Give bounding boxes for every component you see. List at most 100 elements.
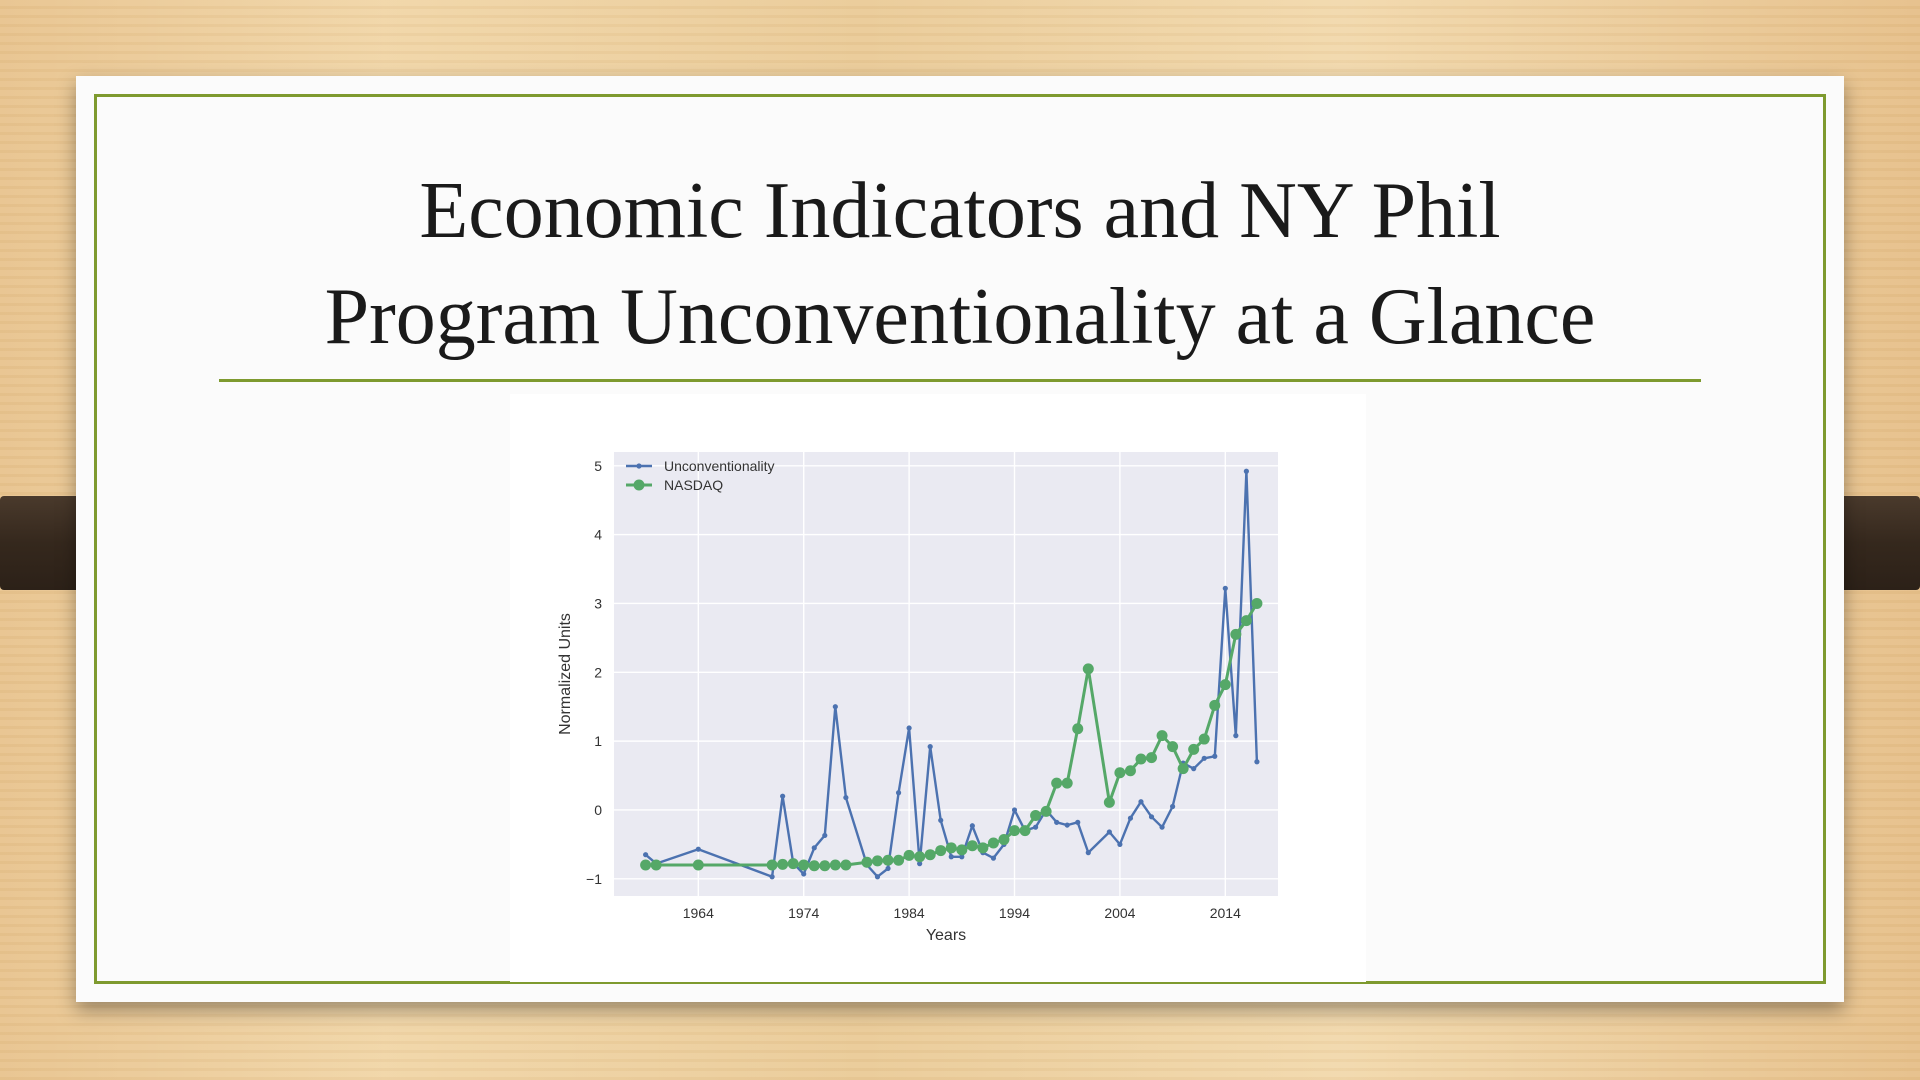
data-point <box>1114 767 1126 779</box>
data-point <box>780 793 786 799</box>
data-point <box>1051 777 1063 789</box>
data-point <box>692 859 704 871</box>
data-point <box>956 844 968 856</box>
data-point <box>1040 805 1052 817</box>
data-point <box>1085 850 1091 856</box>
plot-area <box>614 452 1278 896</box>
data-point <box>1124 765 1136 777</box>
data-point <box>1159 824 1165 830</box>
data-point <box>1201 755 1207 761</box>
data-point <box>840 859 852 871</box>
x-tick-label: 1994 <box>999 905 1030 921</box>
data-point <box>1212 753 1218 759</box>
data-point <box>808 860 820 872</box>
data-point <box>650 859 662 871</box>
data-point <box>1233 733 1239 739</box>
data-point <box>801 871 807 877</box>
data-point <box>819 860 831 872</box>
data-point <box>643 852 649 858</box>
data-point <box>1072 723 1084 735</box>
data-point <box>861 856 873 868</box>
data-point <box>1011 807 1018 813</box>
y-axis-label: Normalized Units <box>557 613 574 735</box>
series-nasdaq <box>640 597 1263 872</box>
y-tick-label: −1 <box>586 871 602 887</box>
data-point <box>1243 468 1249 474</box>
data-point <box>1219 679 1231 691</box>
data-point <box>938 817 944 823</box>
data-point <box>871 855 883 867</box>
slide: Economic Indicators and NY Phil Program … <box>76 76 1844 1002</box>
data-point <box>1170 803 1176 810</box>
data-point <box>906 725 912 731</box>
data-point <box>1167 741 1179 753</box>
data-point <box>882 854 894 866</box>
y-tick-label: 2 <box>594 664 602 680</box>
data-point <box>1209 699 1221 711</box>
data-point <box>935 845 947 857</box>
x-tick-label: 1974 <box>788 905 819 921</box>
slide-title-line-2: Program Unconventionality at a Glance <box>324 273 1596 361</box>
data-point <box>885 865 891 872</box>
slide-border <box>94 94 1826 984</box>
data-point <box>766 859 778 871</box>
data-point <box>1156 730 1168 742</box>
data-point <box>895 790 902 796</box>
data-point <box>874 874 881 880</box>
data-point <box>1054 819 1060 825</box>
data-point <box>924 849 936 861</box>
data-point <box>1064 822 1070 828</box>
data-point <box>959 854 965 860</box>
data-point <box>829 859 841 871</box>
data-point <box>811 845 817 851</box>
data-point <box>927 744 933 750</box>
series-unconventionality <box>643 468 1260 880</box>
data-point <box>1106 829 1112 835</box>
series-line <box>644 470 1259 878</box>
data-point <box>1148 814 1155 820</box>
data-point <box>1222 585 1228 591</box>
x-tick-label: 2014 <box>1210 905 1241 921</box>
slide-title-line-1: Economic Indicators and NY Phil <box>419 167 1501 255</box>
data-point <box>948 854 954 860</box>
data-point <box>1009 825 1021 837</box>
data-point <box>1075 819 1081 825</box>
data-point <box>1230 628 1242 640</box>
y-tick-label: 5 <box>594 458 602 474</box>
data-point <box>1061 777 1073 789</box>
data-point <box>832 704 838 710</box>
data-point <box>969 823 975 829</box>
x-tick-label: 1984 <box>894 905 925 921</box>
data-point <box>914 851 926 863</box>
data-point <box>1146 752 1158 764</box>
grid-lines <box>614 452 1278 896</box>
data-point <box>822 832 828 839</box>
y-tick-label: 4 <box>594 527 602 543</box>
data-point <box>1177 763 1189 775</box>
data-point <box>798 859 810 871</box>
line-chart: 1964 1974 1984 1994 2004 2014 −1 0 1 2 3 4 5 Years N… <box>557 452 1278 944</box>
y-tick-label: 3 <box>594 595 602 611</box>
data-point <box>893 854 905 866</box>
x-tick-label: 1964 <box>683 905 714 921</box>
data-point <box>1188 743 1200 755</box>
legend-label: Unconventionality <box>664 458 775 474</box>
data-point <box>1240 615 1252 627</box>
data-point <box>917 861 923 867</box>
legend-marker <box>636 463 642 469</box>
x-tick-label: 2004 <box>1104 905 1135 921</box>
data-point <box>987 837 999 849</box>
data-point <box>1198 733 1210 745</box>
legend-label: NASDAQ <box>664 477 723 493</box>
chart-panel: 1964 1974 1984 1994 2004 2014 −1 0 1 2 3 4 5 Years N… <box>510 394 1366 982</box>
data-point <box>945 842 957 854</box>
data-point <box>1191 766 1197 772</box>
data-point <box>1019 825 1031 837</box>
slide-title: Economic Indicators and NY Phil Program … <box>76 158 1844 370</box>
legend-marker <box>633 479 645 491</box>
data-point <box>1032 824 1039 830</box>
data-point <box>966 840 978 852</box>
data-point <box>843 794 849 801</box>
data-point <box>1117 841 1123 847</box>
data-point <box>1138 799 1144 805</box>
